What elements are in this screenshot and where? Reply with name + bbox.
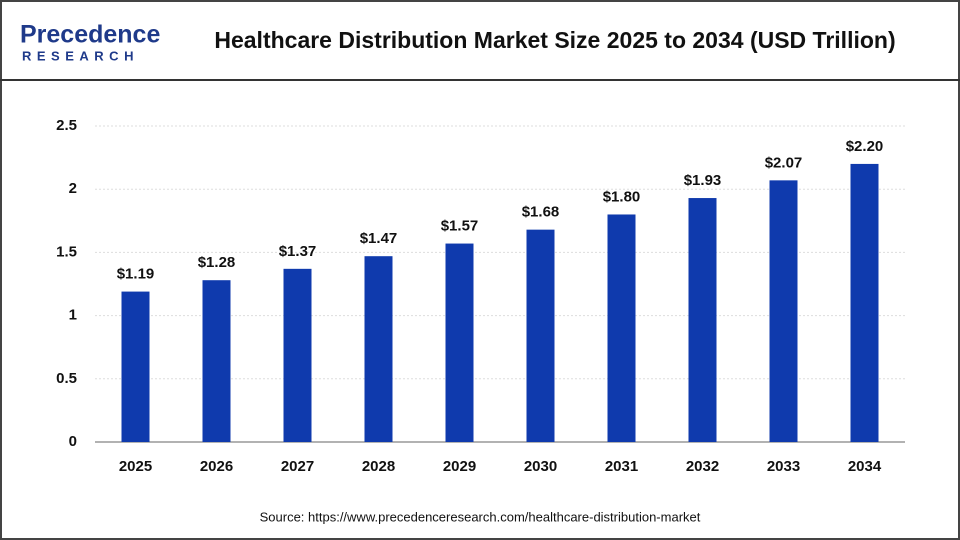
bar bbox=[364, 256, 393, 442]
value-label: $1.68 bbox=[522, 204, 560, 221]
bar bbox=[445, 243, 474, 442]
source: Source: https://www.precedenceresearch.c… bbox=[260, 509, 701, 524]
x-tick-label: 2027 bbox=[281, 458, 314, 475]
bar bbox=[121, 291, 150, 442]
y-tick-label: 0 bbox=[69, 433, 77, 450]
logo-sub: RESEARCH bbox=[22, 48, 139, 63]
bar bbox=[526, 229, 555, 442]
y-tick-label: 1 bbox=[69, 307, 77, 324]
x-tick-label: 2030 bbox=[524, 458, 557, 475]
y-tick-label: 2 bbox=[69, 180, 77, 197]
bar bbox=[769, 180, 798, 443]
x-tick-label: 2029 bbox=[443, 458, 476, 475]
x-tick-label: 2025 bbox=[119, 458, 152, 475]
x-tick-label: 2031 bbox=[605, 458, 638, 475]
value-label: $2.20 bbox=[846, 138, 884, 155]
y-tick-label: 0.5 bbox=[56, 370, 77, 387]
value-label: $1.57 bbox=[441, 218, 479, 235]
y-tick-label: 2.5 bbox=[56, 117, 77, 134]
bar bbox=[202, 280, 231, 442]
value-label: $1.47 bbox=[360, 230, 398, 247]
x-tick-label: 2028 bbox=[362, 458, 395, 475]
y-tick-label: 1.5 bbox=[56, 243, 77, 260]
value-label: $1.28 bbox=[198, 254, 236, 271]
x-tick-label: 2034 bbox=[848, 458, 882, 475]
value-label: $1.37 bbox=[279, 243, 317, 260]
bar bbox=[607, 214, 636, 442]
x-tick-label: 2032 bbox=[686, 458, 719, 475]
logo-name: Precedence bbox=[20, 21, 160, 49]
bar bbox=[850, 163, 879, 443]
chart-title: Healthcare Distribution Market Size 2025… bbox=[214, 27, 895, 53]
value-label: $2.07 bbox=[765, 154, 803, 171]
value-label: $1.80 bbox=[603, 188, 641, 205]
x-tick-label: 2026 bbox=[200, 458, 233, 475]
bar bbox=[283, 268, 312, 442]
x-tick-label: 2033 bbox=[767, 458, 800, 475]
value-label: $1.93 bbox=[684, 172, 722, 189]
bar bbox=[688, 198, 717, 442]
value-label: $1.19 bbox=[117, 266, 155, 283]
